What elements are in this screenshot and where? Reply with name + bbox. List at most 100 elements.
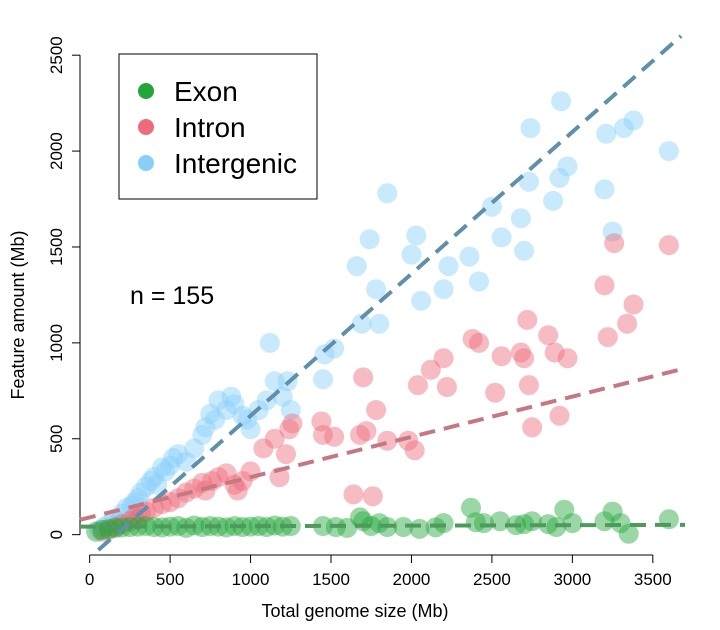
intergenic-point [208,390,229,411]
intron-point [517,309,538,330]
intergenic-point [144,467,164,488]
intron-point [544,342,565,363]
x-tick-label: 3000 [553,570,591,589]
intron-point [282,413,303,434]
exon-point [538,514,559,535]
legend: Exon Intron Intergenic [118,53,318,200]
intergenic-point [481,196,502,217]
intron-point [485,382,506,403]
intergenic-point [369,313,390,334]
y-ticks: 0 500 1000 1500 2000 2500 [47,36,80,539]
intron-point [518,375,539,396]
intergenic-point [377,183,398,204]
intron-point [398,430,419,451]
exon-point [618,523,639,544]
intergenic-point [136,476,156,497]
x-tick-label: 2000 [393,570,431,589]
x-tick-label: 1500 [312,570,350,589]
intergenic-point [518,171,539,192]
intron-point [617,313,638,334]
intergenic-point [99,514,119,535]
intergenic-point [259,332,280,353]
intergenic-point [351,313,372,334]
intergenic-point [359,229,380,250]
intron-point [469,332,489,353]
intron-point [353,367,374,388]
intergenic-point [314,344,335,365]
intron-point [350,424,370,445]
intron-point [604,233,625,254]
y-tick-label: 1000 [47,324,66,362]
intergenic-point [514,240,535,261]
exon-point [136,516,156,536]
intergenic-point [594,179,615,200]
exon-point [461,497,481,518]
intron-point [404,440,425,461]
intergenic-point [557,156,578,177]
intron-point [557,348,578,369]
intron-point [377,430,398,451]
trend-line-exon [79,522,686,529]
intergenic-point [232,405,253,426]
series-intergenic [89,91,679,540]
intergenic-point [346,256,367,277]
y-tick-label: 0 [47,530,66,539]
trend-line-intron [79,366,686,522]
intergenic-point [280,400,301,420]
x-tick-label: 3500 [634,570,672,589]
intergenic-point [459,246,480,267]
intergenic-point [264,371,285,392]
x-ticks: 0 500 1000 1500 2000 2500 3000 3500 [85,555,672,589]
exon-point [337,517,358,538]
intergenic-point [366,279,387,300]
intergenic-point [549,167,570,188]
intron-point [491,346,512,367]
x-tick-label: 1000 [232,570,270,589]
intron-point [549,405,570,426]
exon-point [369,513,390,534]
intergenic-point [510,208,531,229]
intergenic-point [200,403,221,424]
intergenic-point [205,409,226,430]
intergenic-point [613,118,634,139]
legend-marker-intergenic [138,155,154,171]
intergenic-point [155,461,176,482]
intergenic-point [116,497,137,518]
intergenic-point [168,444,189,465]
intron-point [276,444,296,465]
intergenic-point [176,451,197,472]
intergenic-point [216,400,237,420]
intergenic-point [140,471,161,491]
intergenic-point [224,394,245,415]
exon-point [313,516,333,536]
intergenic-point [602,221,623,242]
y-tick-label: 500 [47,425,66,453]
intron-point [420,359,441,380]
intergenic-point [160,455,181,476]
intron-point [514,348,535,369]
intergenic-point [520,118,541,139]
exon-point [433,513,454,534]
intergenic-point [313,369,333,390]
intron-point [264,428,285,449]
intergenic-point [152,457,173,478]
exon-point [350,507,370,528]
intergenic-point [184,438,205,459]
intergenic-point [596,123,617,144]
intron-point [111,514,132,535]
intergenic-point [131,482,152,503]
x-axis-label: Total genome size (Mb) [261,601,448,621]
exon-point [554,499,575,520]
y-tick-label: 2000 [47,132,66,170]
legend-marker-intron [138,119,154,135]
exon-point [192,517,213,537]
legend-items: Exon Intron Intergenic [138,76,297,179]
y-tick-label: 2500 [47,36,66,74]
intron-point [253,438,274,459]
exon-point [264,515,285,536]
trend-lines [79,34,686,552]
intergenic-point [192,424,213,445]
legend-marker-exon [138,83,154,99]
intergenic-point [195,417,216,438]
